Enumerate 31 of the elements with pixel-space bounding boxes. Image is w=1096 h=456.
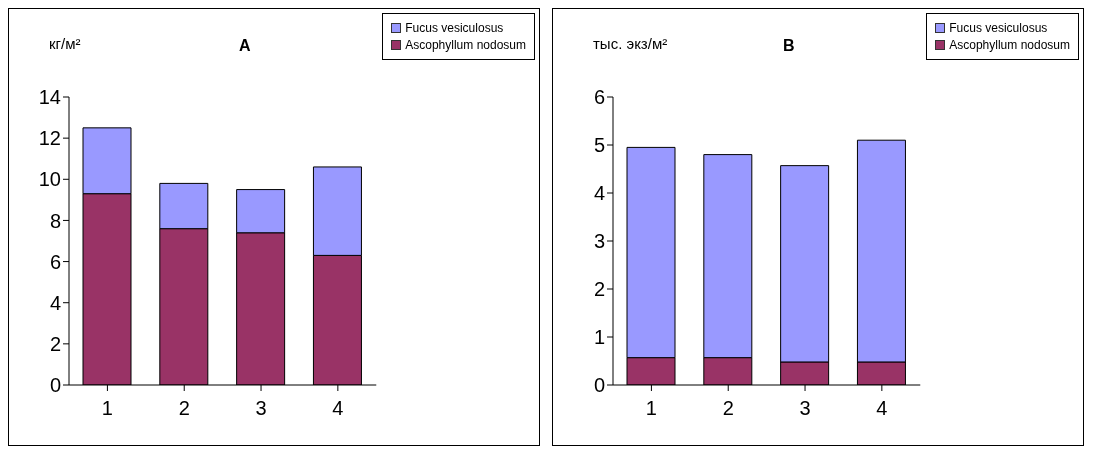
y-axis-title: тыс. экз/м²: [593, 35, 669, 52]
y-tick-label: 2: [593, 278, 605, 301]
x-tick-label: 3: [255, 397, 267, 420]
legend-label: Ascophyllum nodosum: [405, 38, 526, 52]
y-tick-label: 14: [38, 86, 61, 109]
y-tick-label: 6: [49, 250, 61, 273]
y-tick-label: 2: [49, 332, 61, 355]
x-tick-label: 1: [101, 397, 113, 420]
y-tick-label: 0: [49, 374, 61, 397]
y-tick-label: 10: [38, 168, 61, 191]
x-tick-label: 2: [722, 397, 734, 420]
legend-label: Fucus vesiculosus: [405, 21, 504, 35]
x-tick-label: 1: [645, 397, 657, 420]
y-tick-label: 4: [49, 291, 61, 314]
y-axis-title: кг/м²: [49, 35, 82, 52]
y-tick-label: 8: [49, 209, 61, 232]
legend-label: Fucus vesiculosus: [949, 21, 1048, 35]
y-tick-label: 5: [593, 134, 605, 157]
y-tick-label: 3: [593, 230, 605, 253]
x-tick-label: 2: [178, 397, 190, 420]
x-tick-label: 4: [332, 397, 344, 420]
x-tick-label: 3: [799, 397, 811, 420]
y-tick-label: 0: [593, 374, 605, 397]
y-tick-label: 12: [38, 127, 61, 150]
chart-title: A: [239, 37, 251, 55]
y-tick-label: 1: [593, 326, 605, 349]
y-tick-label: 4: [593, 182, 605, 205]
chart-title: B: [783, 37, 795, 55]
x-tick-label: 4: [876, 397, 888, 420]
legend-label: Ascophyllum nodosum: [949, 38, 1070, 52]
y-tick-label: 6: [593, 86, 605, 109]
